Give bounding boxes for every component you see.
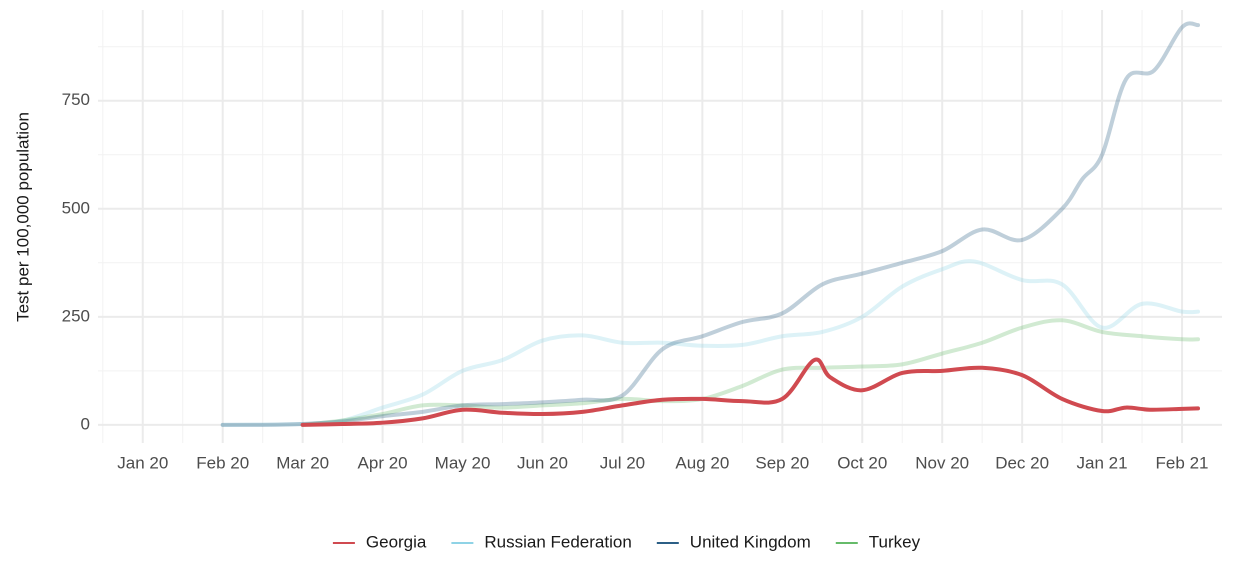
- series-line: [220, 21, 1201, 427]
- x-tick-label: Mar 20: [276, 453, 329, 472]
- x-tick-label: Feb 21: [1156, 453, 1209, 472]
- series-line: [300, 357, 1201, 427]
- y-axis-label: Test per 100,000 population: [13, 112, 32, 322]
- legend-label: Georgia: [366, 532, 427, 551]
- x-tick-label: Jun 20: [517, 453, 568, 472]
- x-tick-label: Jan 20: [117, 453, 168, 472]
- y-tick-label: 500: [62, 198, 90, 217]
- series-line: [220, 259, 1201, 427]
- legend-label: Russian Federation: [484, 532, 631, 551]
- y-tick-label: 750: [62, 90, 90, 109]
- x-tick-label: Sep 20: [755, 453, 809, 472]
- x-tick-label: Feb 20: [196, 453, 249, 472]
- y-tick-label: 0: [81, 414, 90, 433]
- x-tick-label: Nov 20: [915, 453, 969, 472]
- x-tick-label: Jan 21: [1077, 453, 1128, 472]
- legend-label: Turkey: [869, 532, 921, 551]
- x-tick-label: Jul 20: [600, 453, 645, 472]
- legend: Georgia Russian Federation United Kingdom T…: [332, 532, 921, 551]
- x-tick-label: Apr 20: [358, 453, 408, 472]
- x-tick-label: Aug 20: [675, 453, 729, 472]
- x-tick-label: Dec 20: [995, 453, 1049, 472]
- x-tick-label: May 20: [435, 453, 491, 472]
- series-line: [300, 318, 1201, 427]
- legend-label: United Kingdom: [690, 532, 811, 551]
- x-tick-label: Oct 20: [837, 453, 887, 472]
- y-tick-label: 250: [62, 306, 90, 325]
